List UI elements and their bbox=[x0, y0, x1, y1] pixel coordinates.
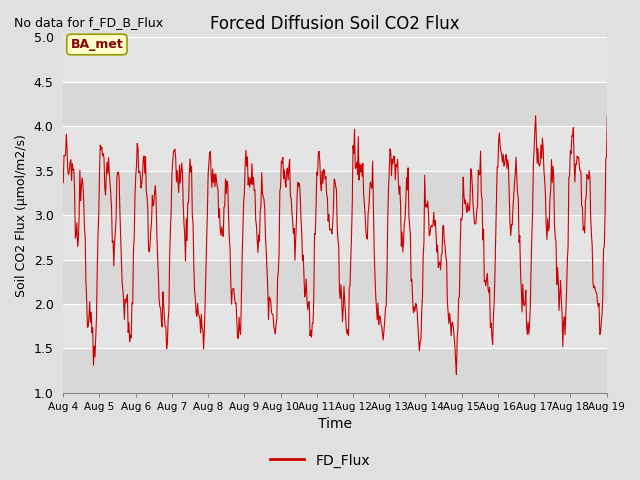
Text: No data for f_FD_B_Flux: No data for f_FD_B_Flux bbox=[14, 16, 163, 29]
Bar bbox=[63, 348, 607, 393]
Bar bbox=[63, 37, 607, 82]
Bar bbox=[63, 304, 607, 348]
Title: Forced Diffusion Soil CO2 Flux: Forced Diffusion Soil CO2 Flux bbox=[210, 15, 460, 33]
Bar bbox=[63, 82, 607, 126]
Bar bbox=[63, 215, 607, 260]
Legend: FD_Flux: FD_Flux bbox=[264, 448, 376, 473]
Text: BA_met: BA_met bbox=[70, 38, 124, 51]
Bar bbox=[63, 170, 607, 215]
Bar bbox=[63, 260, 607, 304]
Bar bbox=[63, 126, 607, 170]
Y-axis label: Soil CO2 Flux (μmol/m2/s): Soil CO2 Flux (μmol/m2/s) bbox=[15, 133, 28, 297]
X-axis label: Time: Time bbox=[318, 418, 352, 432]
